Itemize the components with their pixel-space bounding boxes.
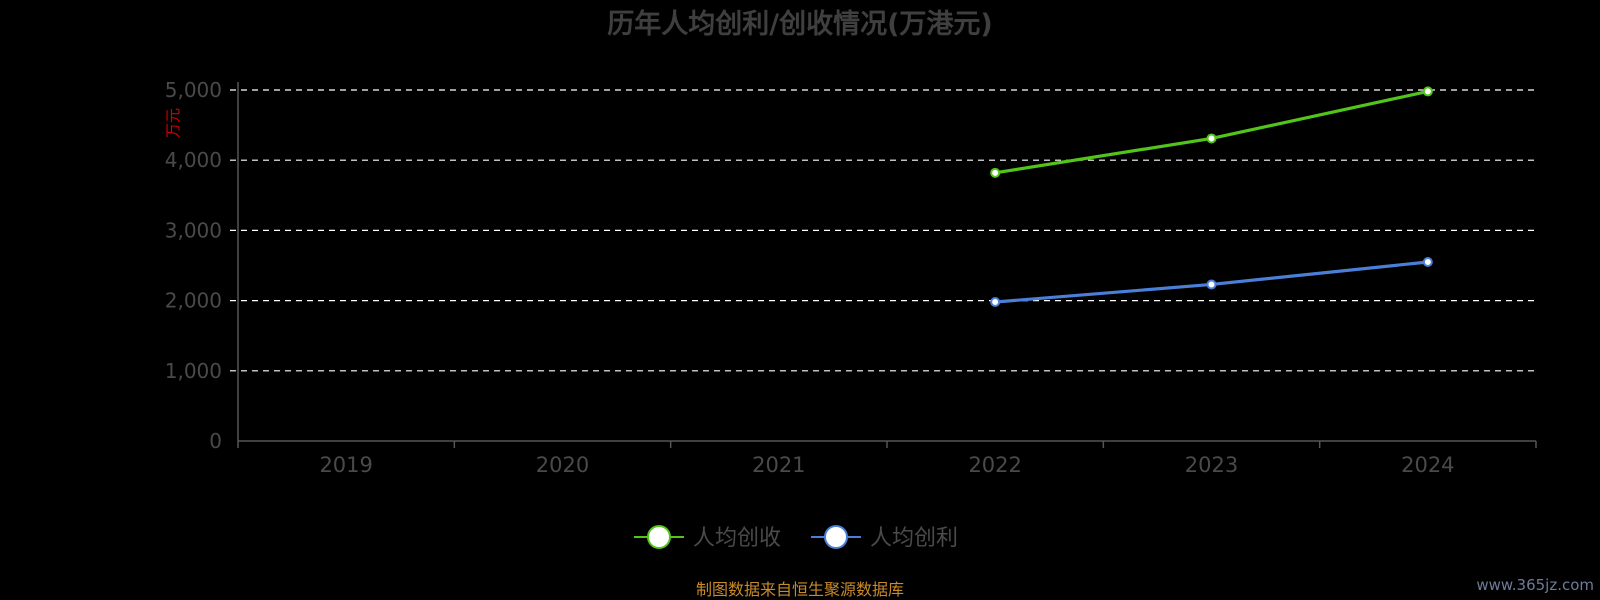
legend-revenue-label: 人均创收 [693, 526, 781, 551]
series-lines [990, 86, 1433, 308]
legend-profit-marker [824, 525, 848, 549]
y-tick-labels: 0 1,000 2,000 3,000 4,000 5,000 [165, 78, 222, 453]
data-point[interactable] [1422, 86, 1433, 97]
legend-item-revenue[interactable]: 人均创收 [634, 525, 781, 551]
source-note: 制图数据来自恒生聚源数据库 [696, 580, 904, 599]
data-point[interactable] [990, 167, 1001, 178]
legend-revenue-marker [647, 525, 671, 549]
legend: 人均创收 人均创利 [634, 525, 958, 551]
y-tick-label: 1,000 [165, 359, 222, 383]
y-tick-label: 3,000 [165, 218, 222, 242]
x-tick-labels: 2019 2020 2021 2022 2023 2024 [319, 453, 1454, 477]
chart-title: 历年人均创利/创收情况(万港元) [607, 8, 993, 40]
x-tick-label: 2020 [536, 453, 589, 477]
data-point[interactable] [990, 297, 1001, 308]
data-point[interactable] [1206, 133, 1217, 144]
legend-item-profit[interactable]: 人均创利 [811, 525, 958, 551]
grid-lines [230, 89, 1536, 372]
data-point[interactable] [1422, 256, 1433, 267]
x-tick-label: 2021 [752, 453, 805, 477]
y-axis-unit-label: 万元 [164, 108, 182, 138]
watermark: www.365jz.com [1476, 576, 1594, 594]
y-tick-label: 2,000 [165, 289, 222, 313]
x-tick-label: 2023 [1185, 453, 1238, 477]
y-tick-label: 5,000 [165, 78, 222, 102]
legend-profit-label: 人均创利 [870, 526, 958, 551]
data-point[interactable] [1206, 279, 1217, 290]
x-tick-label: 2022 [968, 453, 1021, 477]
y-tick-label: 0 [209, 429, 222, 453]
x-tick-label: 2019 [319, 453, 372, 477]
y-tick-label: 4,000 [165, 148, 222, 172]
axes [237, 82, 1537, 448]
x-tick-label: 2024 [1401, 453, 1454, 477]
